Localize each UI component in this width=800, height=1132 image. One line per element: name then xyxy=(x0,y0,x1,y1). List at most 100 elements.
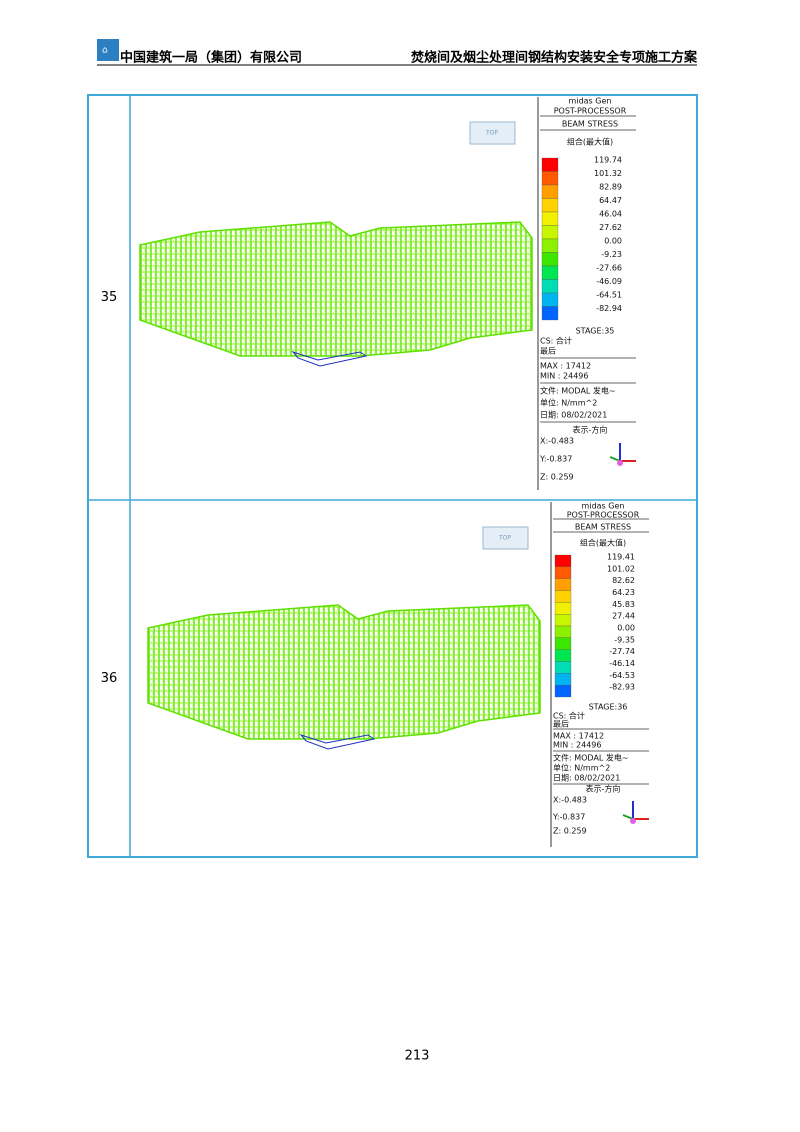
legend-swatch xyxy=(541,225,559,240)
logo xyxy=(97,39,119,61)
axis-y xyxy=(622,814,634,820)
footprint xyxy=(299,734,376,750)
legend-swatch xyxy=(541,252,559,267)
doc-title: 焚烧间及烟尘处理间钢结构安装安全专项施工方案 xyxy=(410,50,698,66)
legend-value: 82.62 xyxy=(612,576,635,585)
legend-file: 文件: MODAL 发电~ xyxy=(553,753,629,763)
legend-swatch xyxy=(541,157,559,172)
legend-swatch xyxy=(541,238,559,253)
legend-swatch xyxy=(554,673,572,686)
stage-number: 36 xyxy=(101,671,118,686)
legend-value: -27.74 xyxy=(609,647,635,656)
legend-unit: 单位: N/mm^2 xyxy=(553,763,610,773)
legend-value: -46.14 xyxy=(609,659,635,668)
legend-software: midas Gen xyxy=(569,97,612,106)
legend-swatch xyxy=(541,306,559,321)
legend-view: 表示-方向 xyxy=(586,784,621,794)
legend-min: MIN : 24496 xyxy=(540,372,588,381)
legend-cs: CS: 合计 xyxy=(540,336,572,346)
legend-swatch xyxy=(541,184,559,199)
legend-value: 101.32 xyxy=(594,169,622,178)
legend-value: 0.00 xyxy=(617,624,635,633)
table-border xyxy=(87,94,698,858)
legend-swatch xyxy=(541,211,559,226)
legend-value: 101.02 xyxy=(607,564,635,573)
legend-value: -46.09 xyxy=(596,277,622,286)
legend-y: Y:-0.837 xyxy=(552,813,585,822)
view-cube-label: TOP xyxy=(485,130,498,137)
legend-unit: 单位: N/mm^2 xyxy=(540,398,597,408)
legend-processor: POST-PROCESSOR xyxy=(554,107,627,116)
axis-y xyxy=(609,456,621,462)
stage-number: 35 xyxy=(101,290,118,305)
legend-value: 27.44 xyxy=(612,612,635,621)
company: 中国建筑一局（集团）有限公司 xyxy=(120,50,302,66)
legend-z: Z: 0.259 xyxy=(540,473,574,482)
legend-value: 119.74 xyxy=(594,156,622,165)
legend-max: MAX : 17412 xyxy=(540,362,591,371)
legend-swatch xyxy=(554,578,572,591)
legend-step: 最后 xyxy=(553,719,569,729)
legend-min: MIN : 24496 xyxy=(553,741,601,750)
legend-swatch xyxy=(554,685,572,698)
legend-view: 表示-方向 xyxy=(573,425,608,435)
legend-swatch xyxy=(541,198,559,213)
view-cube xyxy=(469,121,516,145)
legend-swatch xyxy=(554,554,572,567)
legend-swatch xyxy=(554,625,572,638)
legend-date: 日期: 08/02/2021 xyxy=(553,774,620,783)
legend-y: Y:-0.837 xyxy=(539,455,572,464)
legend-software: midas Gen xyxy=(582,502,625,511)
legend-value: -64.51 xyxy=(596,291,622,300)
legend-z: Z: 0.259 xyxy=(553,827,587,836)
legend-value: -64.53 xyxy=(609,671,635,680)
legend-stage: STAGE:36 xyxy=(589,703,628,712)
legend-stage: STAGE:35 xyxy=(576,327,615,336)
structure-model xyxy=(147,604,541,750)
view-cube-label: TOP xyxy=(498,535,511,542)
legend-swatch xyxy=(541,279,559,294)
legend-x: X:-0.483 xyxy=(553,796,587,805)
legend-value: 0.00 xyxy=(604,237,622,246)
legend-value: 64.47 xyxy=(599,196,622,205)
structure-model xyxy=(139,221,533,367)
legend-step: 最后 xyxy=(540,346,556,356)
legend-date: 日期: 08/02/2021 xyxy=(540,411,607,420)
legend-swatch xyxy=(541,265,559,280)
legend-file: 文件: MODAL 发电~ xyxy=(540,386,616,396)
legend-processor: POST-PROCESSOR xyxy=(567,511,640,520)
legend-result: BEAM STRESS xyxy=(575,523,631,532)
legend-swatch xyxy=(554,566,572,579)
legend-x: X:-0.483 xyxy=(540,437,574,446)
legend-value: -82.94 xyxy=(596,304,622,313)
legend-value: -27.66 xyxy=(596,264,622,273)
legend-max: MAX : 17412 xyxy=(553,732,604,741)
legend-value: 27.62 xyxy=(599,223,622,232)
legend-swatch xyxy=(541,171,559,186)
legend-swatch xyxy=(541,292,559,307)
legend-result: BEAM STRESS xyxy=(562,120,618,129)
legend-load: 组合(最大值) xyxy=(580,538,626,548)
header: ⌂ 中国建筑一局（集团）有限公司 焚烧间及烟尘处理间钢结构安装安全专项施工方案 xyxy=(97,39,698,66)
axis-origin xyxy=(630,818,636,824)
view-cube xyxy=(482,526,529,550)
legend-value: -82.93 xyxy=(609,683,635,692)
legend-swatch xyxy=(554,649,572,662)
footprint xyxy=(291,351,368,367)
page-number: 213 xyxy=(405,1049,430,1064)
legend-swatch xyxy=(554,590,572,603)
legend-value: 64.23 xyxy=(612,588,635,597)
legend-value: 82.89 xyxy=(599,183,622,192)
legend-value: 45.83 xyxy=(612,600,635,609)
legend-value: 119.41 xyxy=(607,553,635,562)
legend-swatch xyxy=(554,637,572,650)
legend-swatch xyxy=(554,661,572,674)
legend-value: -9.35 xyxy=(614,635,635,644)
legend-load: 组合(最大值) xyxy=(567,137,613,147)
legend-value: -9.23 xyxy=(601,250,622,259)
legend-swatch xyxy=(554,614,572,627)
legend-value: 46.04 xyxy=(599,210,622,219)
structure-wireframe xyxy=(147,604,541,740)
